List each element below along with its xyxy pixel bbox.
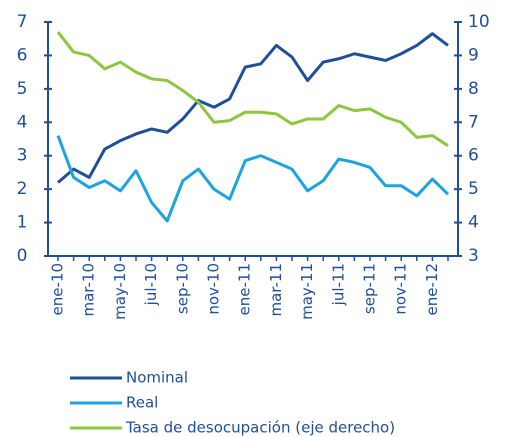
y-tick-label: 7: [17, 12, 28, 32]
y-tick-label: 1: [17, 213, 28, 233]
x-tick-label: ene-12: [423, 263, 441, 315]
legend-label: Nominal: [126, 369, 188, 387]
x-tick-label: may-11: [298, 263, 316, 320]
x-tick-label: jul-10: [142, 263, 160, 306]
y2-tick-label: 4: [468, 213, 479, 233]
y-tick-label: 6: [17, 45, 28, 65]
series-line: [57, 32, 449, 184]
y-tick-label: 3: [17, 146, 28, 166]
y-tick-label: 2: [17, 179, 28, 199]
y2-tick-label: 9: [468, 45, 479, 65]
series-line: [56, 135, 450, 223]
x-tick-label: ene-11: [236, 263, 254, 315]
y2-tick-label: 3: [468, 246, 479, 266]
x-tick-label: sep-10: [173, 263, 191, 314]
x-tick-label: ene-10: [49, 263, 67, 315]
legend-label: Tasa de desocupación (eje derecho): [125, 419, 395, 437]
series-line: [56, 31, 449, 147]
x-tick-label: mar-10: [80, 263, 98, 317]
y2-tick-label: 6: [468, 146, 479, 166]
y2-tick-label: 7: [468, 112, 479, 132]
x-tick-label: may-10: [111, 263, 129, 320]
x-tick-label: nov-11: [392, 263, 410, 315]
y2-tick-label: 5: [468, 179, 479, 199]
x-tick-label: sep-11: [361, 263, 379, 314]
legend-label: Real: [126, 394, 158, 412]
x-tick-label: nov-10: [205, 263, 223, 315]
x-tick-label: mar-11: [267, 263, 285, 317]
x-tick-label: jul-11: [329, 263, 347, 306]
y-tick-label: 4: [17, 112, 28, 132]
y-tick-label: 0: [17, 246, 28, 266]
y-tick-label: 5: [17, 79, 28, 99]
y2-tick-label: 10: [468, 12, 490, 32]
y2-tick-label: 8: [468, 79, 479, 99]
